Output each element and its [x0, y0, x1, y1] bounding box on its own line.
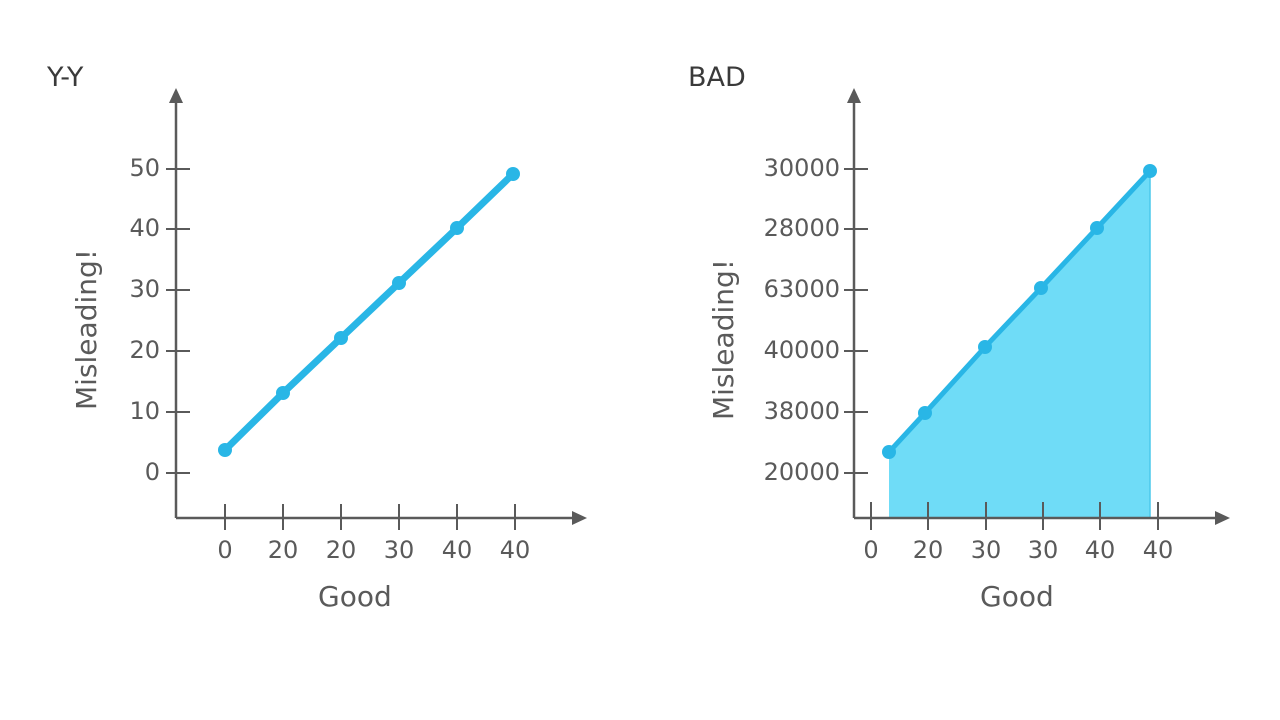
left-x-tick-label: 40	[441, 536, 473, 564]
right-data-line	[886, 168, 1153, 455]
left-data-line	[221, 170, 517, 454]
left-x-tick-label: 0	[217, 536, 233, 564]
right-x-arrow-icon	[1215, 511, 1230, 525]
right-x-tick-label: 30	[970, 536, 1002, 564]
left-x-ticks	[224, 504, 516, 530]
right-x-axis-title: Good	[980, 580, 1054, 613]
right-x-tick-label: 20	[912, 536, 944, 564]
left-x-tick-label: 20	[325, 536, 357, 564]
right-chart	[844, 88, 1230, 530]
right-x-ticks	[870, 502, 1159, 530]
right-y-tick-label: 40000	[763, 336, 840, 364]
right-area-fill	[889, 171, 1150, 518]
right-y-tick-label: 28000	[763, 214, 840, 242]
left-y-tick-label: 20	[129, 336, 160, 364]
right-chart-title: BAD	[688, 62, 746, 93]
left-y-arrow-icon	[169, 88, 183, 103]
right-y-tick-label: 38000	[763, 397, 840, 425]
left-y-ticks	[166, 168, 190, 474]
left-x-arrow-icon	[572, 511, 587, 525]
right-y-tick-label: 30000	[763, 154, 840, 182]
right-x-tick-label: 40	[1142, 536, 1174, 564]
left-y-tick-label: 40	[129, 214, 160, 242]
left-y-tick-label: 50	[129, 154, 160, 182]
right-y-ticks	[844, 168, 868, 474]
left-y-axis-title: Misleading!	[70, 249, 103, 410]
right-x-tick-label: 0	[863, 536, 879, 564]
right-x-tick-label: 30	[1027, 536, 1059, 564]
left-y-tick-label: 10	[129, 397, 160, 425]
right-y-arrow-icon	[847, 88, 861, 103]
left-y-tick-label: 0	[144, 458, 160, 486]
left-x-tick-label: 30	[383, 536, 415, 564]
right-y-tick-label: 63000	[763, 275, 840, 303]
right-x-tick-label: 40	[1084, 536, 1116, 564]
left-chart	[166, 88, 587, 530]
left-chart-title: Y-Y	[47, 62, 84, 93]
right-data-points	[882, 164, 1157, 459]
left-x-axis-title: Good	[318, 580, 392, 613]
right-y-tick-label: 20000	[763, 458, 840, 486]
left-x-tick-label: 20	[267, 536, 299, 564]
left-data-points	[218, 167, 520, 457]
left-x-tick-label: 40	[499, 536, 531, 564]
left-y-tick-label: 30	[129, 275, 160, 303]
